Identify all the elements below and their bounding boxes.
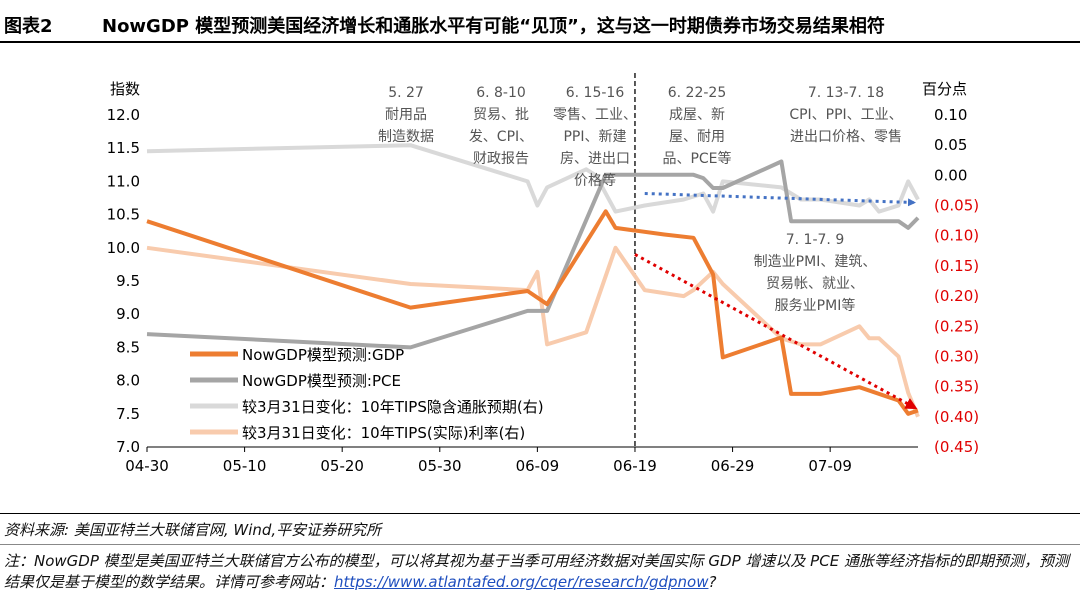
left-tick-label: 12.0 (107, 106, 140, 124)
footer-rule (0, 513, 1080, 514)
right-tick-label: (0.35) (934, 378, 979, 396)
gdpnow-link[interactable]: https://www.atlantafed.org/cqer/research… (334, 573, 709, 591)
left-tick-label: 11.0 (107, 172, 140, 190)
annotation-text: 5. 27 (388, 85, 424, 101)
annotation-text: 贸易、批 (473, 107, 529, 123)
right-tick-label: 0.00 (934, 166, 967, 184)
annotation-text: 发、CPI、 (469, 129, 533, 145)
legend-label: NowGDP模型预测:PCE (242, 372, 401, 390)
right-axis-title: 百分点 (922, 80, 967, 98)
x-tick-label: 04-30 (125, 457, 169, 475)
left-tick-label: 9.0 (116, 305, 140, 323)
series-line-1 (146, 209, 919, 416)
left-tick-label: 8.5 (116, 338, 140, 356)
left-tick-label: 7.0 (116, 438, 140, 456)
annotation-text: 制造业PMI、建筑、 (754, 254, 877, 270)
legend-label: 较3月31日变化：10年TIPS(实际)利率(右) (242, 424, 525, 442)
annotation-text: 耐用品 (385, 107, 427, 123)
legend-label: 较3月31日变化：10年TIPS隐含通胀预期(右) (242, 398, 544, 416)
x-tick-label: 06-19 (613, 457, 657, 475)
annotation-text: 制造数据 (378, 129, 434, 145)
left-tick-label: 11.5 (107, 139, 140, 157)
legend: NowGDP模型预测:GDP NowGDP模型预测:PCE 较3月31日变化：10年… (190, 346, 544, 442)
x-tick-label: 05-10 (223, 457, 267, 475)
footnote-text: 注：NowGDP 模型是美国亚特兰大联储官方公布的模型，可以将其视为基于当季可用… (4, 552, 1069, 591)
x-tick-label: 05-20 (320, 457, 364, 475)
annotation-text: 价格等 (574, 172, 616, 189)
left-tick-label: 10.0 (107, 239, 140, 257)
annotation-text: 成屋、新 (669, 107, 725, 123)
left-tick-label: 10.5 (107, 206, 140, 224)
right-tick-label: (0.20) (934, 287, 979, 305)
annotation-text: 服务业PMI等 (775, 297, 856, 314)
left-axis-title: 指数 (110, 80, 140, 98)
annotation-text: CPI、PPI、工业、 (789, 107, 902, 123)
series-line-4 (146, 245, 920, 418)
x-tick-label: 06-29 (711, 457, 755, 475)
trend-arrow-blue (644, 191, 916, 207)
annotation-text: 7. 13-7. 18 (808, 85, 884, 101)
series-line-3 (146, 143, 920, 214)
axes-layer: 7.0 7.5 8.0 8.5 9.0 9.5 10.0 10.5 11.0 11.5 12.0 指数… (107, 80, 980, 475)
right-tick-label: (0.45) (934, 438, 979, 456)
annotation-text: 贸易帐、就业、 (766, 276, 864, 292)
annotation-text: 进出口价格、零售 (790, 129, 902, 145)
annotation-text: 财政报告 (473, 151, 529, 167)
right-tick-label: 0.10 (934, 106, 967, 124)
footnote-suffix: ? (708, 573, 717, 591)
left-tick-label: 9.5 (116, 272, 140, 290)
source-note: 资料来源: 美国亚特兰大联储官网, Wind,平安证券研究所 (4, 521, 382, 539)
figure-header: 图表2 NowGDP 模型预测美国经济增长和通胀水平有可能“见顶”，这与这一时期… (0, 0, 1080, 44)
annotation-text: 房、进出口 (560, 151, 630, 167)
annotation-text: 品、PCE等 (662, 150, 731, 167)
right-tick-label: (0.10) (934, 227, 979, 245)
series-line-2 (146, 159, 920, 350)
annotation-text: 屋、耐用 (669, 129, 725, 145)
x-tick-label: 05-30 (418, 457, 462, 475)
annotation-text: 6. 22-25 (668, 85, 727, 101)
figure-title: NowGDP 模型预测美国经济增长和通胀水平有可能“见顶”，这与这一时期债券市场… (102, 16, 885, 37)
annotation-text: 7. 1-7. 9 (786, 232, 844, 248)
right-tick-label: 0.05 (934, 136, 967, 154)
annotation-text: 6. 15-16 (566, 85, 625, 101)
footnote: 注：NowGDP 模型是美国亚特兰大联储官方公布的模型，可以将其视为基于当季可用… (4, 551, 1076, 593)
right-tick-label: (0.40) (934, 408, 979, 426)
right-tick-label: (0.15) (934, 257, 979, 275)
right-tick-label: (0.05) (934, 197, 979, 215)
legend-label: NowGDP模型预测:GDP (242, 346, 404, 364)
left-tick-label: 8.0 (116, 372, 140, 390)
right-tick-label: (0.30) (934, 347, 979, 365)
figure-label: 图表2 (4, 16, 53, 37)
series-layer (146, 73, 920, 447)
note-rule (0, 544, 1080, 545)
left-tick-label: 7.5 (116, 405, 140, 423)
header-rule (0, 41, 1080, 43)
line-chart: 7.0 7.5 8.0 8.5 9.0 9.5 10.0 10.5 11.0 11.5 12.0 指数… (107, 73, 980, 475)
annotation-text: PPI、新建 (563, 129, 626, 145)
x-tick-label: 07-09 (808, 457, 852, 475)
right-tick-label: (0.25) (934, 317, 979, 335)
x-tick-label: 06-09 (516, 457, 560, 475)
annotation-text: 6. 8-10 (476, 85, 526, 101)
annotation-text: 零售、工业、 (553, 107, 637, 123)
